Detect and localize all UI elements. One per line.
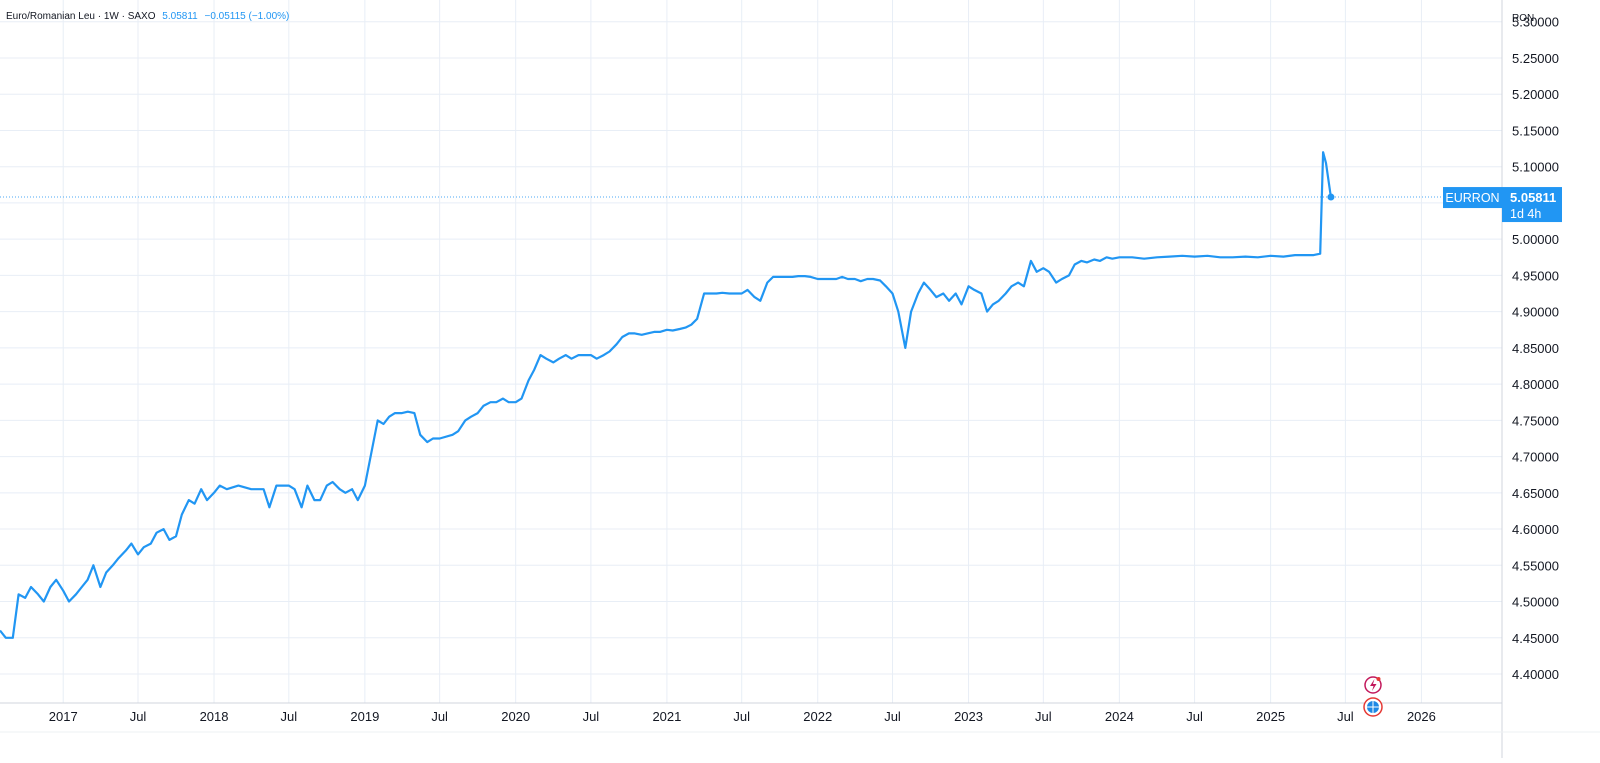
symbol-legend[interactable]: Euro/Romanian Leu · 1W · SAXO 5.05811 −0… [6, 11, 289, 22]
y-tick-label: 4.65000 [1512, 486, 1559, 501]
bar-countdown: 1d 4h [1510, 207, 1541, 221]
y-tick-label: 4.55000 [1512, 558, 1559, 573]
x-tick-label: Jul [583, 709, 600, 724]
chart-grid [0, 0, 1502, 703]
y-tick-label: 4.45000 [1512, 631, 1559, 646]
y-tick-label: 5.15000 [1512, 123, 1559, 138]
y-tick-label: 5.00000 [1512, 232, 1559, 247]
flash-event-glyph [1370, 679, 1377, 691]
x-tick-label: 2026 [1407, 709, 1436, 724]
y-tick-label: 4.75000 [1512, 413, 1559, 428]
x-tick-label: 2018 [200, 709, 229, 724]
y-tick-label: 4.80000 [1512, 377, 1559, 392]
x-tick-label: 2023 [954, 709, 983, 724]
x-tick-label: Jul [1035, 709, 1052, 724]
y-tick-label: 4.50000 [1512, 595, 1559, 610]
x-tick-label: 2025 [1256, 709, 1285, 724]
last-price-value: 5.05811 [1510, 190, 1556, 205]
series-group [0, 151, 1502, 639]
y-tick-label: 4.40000 [1512, 667, 1559, 682]
x-tick-label: 2019 [350, 709, 379, 724]
x-tick-label: 2017 [49, 709, 78, 724]
currency-label: RON [1512, 13, 1534, 24]
last-price-dot [1327, 193, 1335, 201]
x-tick-label: 2022 [803, 709, 832, 724]
y-tick-label: 4.85000 [1512, 341, 1559, 356]
y-tick-label: 4.60000 [1512, 522, 1559, 537]
x-tick-label: Jul [431, 709, 448, 724]
y-tick-label: 5.30000 [1512, 15, 1559, 30]
x-tick-label: Jul [733, 709, 750, 724]
legend-change: −0.05115 (−1.00%) [204, 11, 290, 22]
last-price-tag [1502, 187, 1562, 223]
y-tick-label: 5.10000 [1512, 160, 1559, 175]
x-tick-label: Jul [1186, 709, 1203, 724]
x-tick-label: Jul [1337, 709, 1354, 724]
x-tick-label: 2024 [1105, 709, 1134, 724]
price-line[interactable] [0, 151, 1332, 639]
y-tick-label: 5.25000 [1512, 51, 1559, 66]
legend-last-value: 5.05811 [162, 11, 198, 22]
x-tick-label: Jul [281, 709, 298, 724]
x-tick-label: 2020 [501, 709, 530, 724]
symbol-legend-text: Euro/Romanian Leu · 1W · SAXO [6, 11, 156, 22]
x-tick-label: 2021 [652, 709, 681, 724]
y-tick-label: 4.95000 [1512, 268, 1559, 283]
y-tick-label: 5.20000 [1512, 87, 1559, 102]
y-tick-label: 4.70000 [1512, 450, 1559, 465]
event-alert-dot [1376, 677, 1381, 681]
symbol-tag-label: EURRON [1445, 191, 1499, 205]
y-tick-label: 4.90000 [1512, 305, 1559, 320]
x-tick-label: Jul [884, 709, 901, 724]
x-tick-label: Jul [130, 709, 147, 724]
globe-grid-lines [1367, 701, 1379, 713]
symbol-tag [1443, 187, 1502, 209]
